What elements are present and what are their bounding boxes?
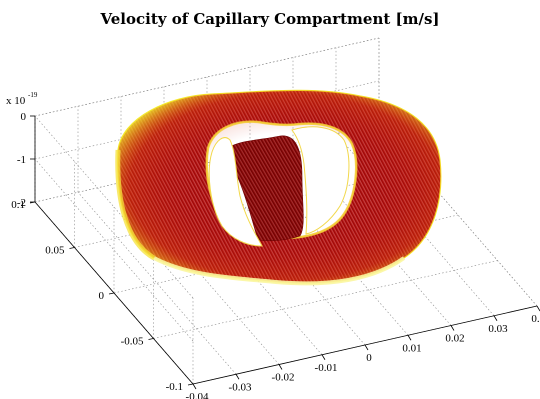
surface-hole-right bbox=[291, 126, 350, 235]
x-tick-mark bbox=[450, 325, 455, 331]
x-tick-label: -0.03 bbox=[229, 381, 252, 393]
y-tick-label: 0.05 bbox=[45, 245, 65, 257]
surface-front-edge bbox=[153, 256, 406, 286]
x-tick-label: 0.02 bbox=[445, 333, 464, 345]
x-tick-mark bbox=[278, 364, 283, 370]
x-tick-label: -0.01 bbox=[315, 362, 338, 374]
axes bbox=[29, 115, 540, 390]
x-tick-label: 0.01 bbox=[402, 342, 421, 354]
x-tick-mark bbox=[364, 344, 369, 351]
x-tick-label: 0.04 bbox=[531, 313, 540, 325]
x-tick-mark bbox=[192, 383, 197, 390]
z-tick-label: -2 bbox=[17, 197, 26, 209]
y-tick-label: 0 bbox=[99, 290, 105, 302]
y-tick-label: 0.1 bbox=[11, 199, 25, 211]
x-tick-mark bbox=[235, 374, 240, 380]
x-tick-mark bbox=[321, 354, 326, 360]
x-tick-label: -0.02 bbox=[272, 372, 295, 384]
grid-line bbox=[77, 192, 237, 375]
y-tick-mark bbox=[187, 383, 194, 386]
chart-title: Velocity of Capillary Compartment [m/s] bbox=[99, 10, 439, 28]
surface-left-edge bbox=[115, 149, 156, 261]
x-tick-label: -0.04 bbox=[186, 391, 209, 399]
z-axis-exponent: x 10 -19 bbox=[6, 91, 38, 107]
surface-hole-left bbox=[208, 137, 263, 247]
x-tick-mark bbox=[493, 315, 498, 321]
x-tick-label: 0.03 bbox=[488, 323, 508, 335]
surface-center-bridge bbox=[227, 135, 304, 242]
y-tick-label: -0.1 bbox=[166, 381, 183, 393]
z-tick-label: 0 bbox=[21, 111, 27, 123]
z-tick-label: -1 bbox=[17, 154, 26, 166]
y-tick-label: -0.05 bbox=[121, 336, 144, 348]
y-tick-mark bbox=[69, 247, 75, 249]
grid-line bbox=[34, 158, 194, 342]
surface-plot bbox=[115, 89, 442, 286]
y-tick-mark bbox=[148, 338, 154, 340]
x-tick-label: 0 bbox=[366, 352, 372, 364]
y-tick-mark bbox=[108, 292, 115, 295]
x-tick-mark bbox=[407, 335, 412, 341]
grid-line bbox=[34, 115, 194, 299]
tick-labels: -0.04 -0.03 -0.02 -0.01 0 0.01 0.02 0.03 0.04 -0.… bbox=[11, 111, 540, 399]
